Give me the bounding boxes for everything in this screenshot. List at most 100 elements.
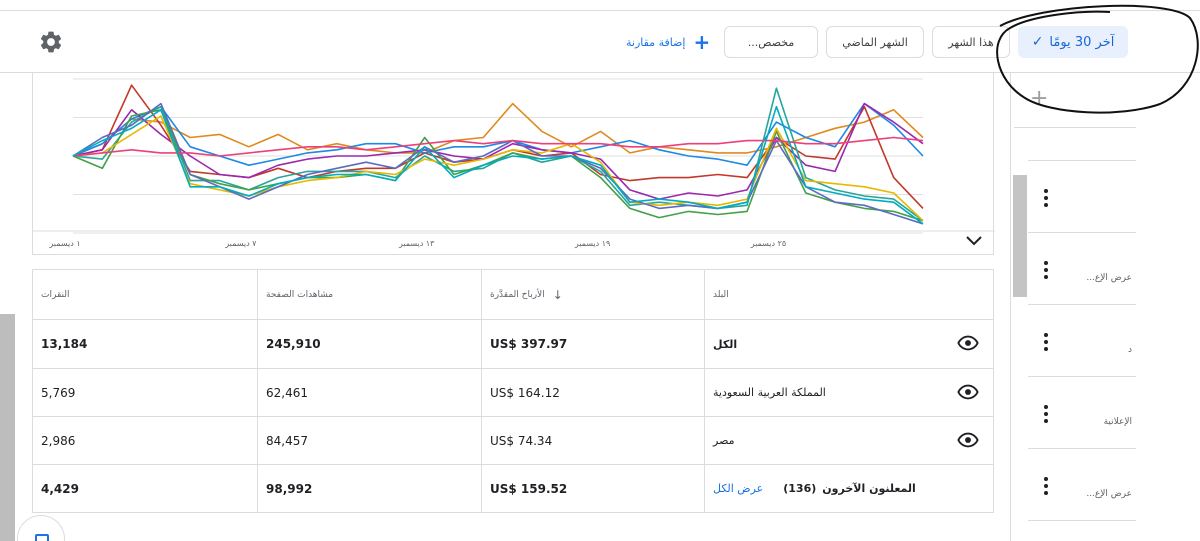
header-pageviews[interactable]: مشاهدات الصفحة	[258, 270, 482, 319]
cell-country: مصر	[705, 417, 993, 464]
clicks-value: 4,429	[41, 481, 79, 496]
last-month-label: الشهر الماضي	[842, 35, 908, 49]
view-all-link[interactable]: عرض الكل	[713, 482, 764, 495]
chart-plot-area: ١ ديسمبر ٧ ديسمبر ١٣ ديسمبر ١٩ ديسمبر ٢٥ ديس…	[33, 78, 995, 248]
series-line-5[interactable]	[72, 108, 924, 222]
clicks-value: 13,184	[41, 337, 88, 351]
eye-icon[interactable]	[957, 334, 979, 352]
side-panel-item-label: الإعلانية	[1103, 417, 1132, 427]
side-panel-separator	[1014, 127, 1136, 128]
gear-icon[interactable]	[38, 29, 64, 55]
this-month-chip[interactable]: هذا الشهر	[932, 26, 1010, 58]
header-pageviews-label: مشاهدات الصفحة	[266, 289, 334, 300]
earnings-line-chart: ١ ديسمبر ٧ ديسمبر ١٣ ديسمبر ١٩ ديسمبر ٢٥ ديس…	[32, 73, 995, 255]
sort-down-arrow-icon: ↓	[552, 287, 563, 302]
plus-icon[interactable]: +	[1030, 86, 1049, 111]
eye-icon[interactable]	[957, 383, 979, 401]
table-row[interactable]: 5,769 62,461 US$ 164.12 المملكة العربية …	[33, 368, 993, 416]
x-tick-label: ١٣ ديسمبر	[398, 239, 435, 248]
cell-earnings: US$ 74.34	[482, 417, 705, 464]
more-vert-icon[interactable]	[1043, 477, 1049, 495]
series-line-6[interactable]	[72, 115, 924, 222]
date-range-toolbar: + إضافة مقارنة مخصص... الشهر الماضي هذا …	[0, 10, 1200, 73]
side-panel-item-label: عرض الإع...	[1086, 489, 1132, 499]
country-name: مصر	[713, 434, 735, 447]
side-panel-item-label: د	[1127, 345, 1132, 355]
country-name: المملكة العربية السعودية	[713, 386, 826, 399]
country-table: النقرات مشاهدات الصفحة الأرباح المقدَّرة…	[32, 269, 994, 513]
last-month-chip[interactable]: الشهر الماضي	[826, 26, 924, 58]
clicks-value: 2,986	[41, 433, 76, 448]
side-panel-item[interactable]: عرض الإع...	[1028, 448, 1136, 520]
side-panel-separator	[1028, 520, 1136, 521]
cell-earnings: US$ 164.12	[482, 369, 705, 416]
country-name: الكل	[713, 337, 738, 351]
pageviews-value: 98,992	[266, 481, 313, 496]
header-earnings-label: الأرباح المقدَّرة	[490, 289, 545, 300]
eye-icon[interactable]	[957, 431, 979, 449]
add-comparison-label: إضافة مقارنة	[626, 35, 686, 49]
side-panel-divider	[1010, 73, 1011, 541]
side-panel-item[interactable]: عرض الإع...	[1028, 232, 1136, 304]
cell-clicks: 2,986	[33, 417, 258, 464]
this-month-label: هذا الشهر	[948, 35, 994, 49]
cell-clicks: 5,769	[33, 369, 258, 416]
more-vert-icon[interactable]	[1043, 333, 1049, 351]
side-panel-item[interactable]: الإعلانية	[1028, 376, 1136, 448]
cell-pageviews: 98,992	[258, 465, 482, 512]
more-vert-icon[interactable]	[1043, 405, 1049, 423]
more-vert-icon[interactable]	[1043, 189, 1049, 207]
series-line-0[interactable]	[72, 102, 924, 157]
floating-action-button[interactable]	[17, 515, 65, 541]
earnings-value: US$ 397.97	[490, 337, 568, 351]
header-clicks-label: النقرات	[41, 289, 70, 300]
add-comparison-button[interactable]: + إضافة مقارنة	[626, 30, 711, 54]
cell-pageviews: 84,457	[258, 417, 482, 464]
side-panel-item[interactable]: د	[1028, 304, 1136, 376]
x-tick-label: ٢٥ ديسمبر	[750, 239, 787, 248]
last-30-days-chip[interactable]: آخر 30 يومًا ✓	[1018, 26, 1128, 58]
more-vert-icon[interactable]	[1043, 261, 1049, 279]
header-country[interactable]: البلد	[705, 270, 993, 319]
table-row-others[interactable]: 4,429 98,992 US$ 159.52 المعلنون الآخرون…	[33, 464, 993, 512]
table-row[interactable]: 13,184 245,910 US$ 397.97 الكل	[33, 320, 993, 368]
cell-clicks: 4,429	[33, 465, 258, 512]
last-30-days-label: آخر 30 يومًا	[1049, 34, 1115, 50]
earnings-value: US$ 164.12	[490, 385, 560, 400]
side-panel-scrollbar[interactable]	[1013, 175, 1027, 297]
pageviews-value: 62,461	[266, 385, 308, 400]
others-count: (136)	[783, 482, 817, 495]
cell-pageviews: 245,910	[258, 320, 482, 368]
header-clicks[interactable]: النقرات	[33, 270, 258, 319]
cell-earnings: US$ 397.97	[482, 320, 705, 368]
cell-pageviews: 62,461	[258, 369, 482, 416]
x-tick-label: ٧ ديسمبر	[224, 239, 257, 248]
chevron-down-icon[interactable]	[962, 232, 986, 250]
header-country-label: البلد	[713, 289, 729, 300]
table-header-row: النقرات مشاهدات الصفحة الأرباح المقدَّرة…	[33, 270, 993, 320]
series-line-7[interactable]	[72, 102, 924, 225]
side-panel-item-label: عرض الإع...	[1086, 273, 1132, 283]
pageviews-value: 245,910	[266, 337, 321, 351]
clicks-value: 5,769	[41, 385, 76, 400]
series-line-2[interactable]	[72, 102, 924, 166]
cell-clicks: 13,184	[33, 320, 258, 368]
plus-icon: +	[693, 30, 711, 54]
cell-country: المعلنون الآخرون (136) عرض الكل	[705, 465, 993, 512]
left-scrollbar[interactable]	[0, 314, 15, 541]
fab-icon	[35, 534, 49, 541]
series-line-9[interactable]	[72, 105, 924, 225]
table-row[interactable]: 2,986 84,457 US$ 74.34 مصر	[33, 416, 993, 464]
cell-earnings: US$ 159.52	[482, 465, 705, 512]
earnings-value: US$ 159.52	[490, 481, 568, 496]
side-panel-item[interactable]	[1028, 160, 1136, 232]
pageviews-value: 84,457	[266, 433, 308, 448]
series-line-8[interactable]	[72, 136, 924, 157]
header-earnings[interactable]: الأرباح المقدَّرة ↓	[482, 270, 705, 319]
cell-country: الكل	[705, 320, 993, 368]
others-label: المعلنون الآخرون	[822, 482, 916, 495]
custom-range-chip[interactable]: مخصص...	[724, 26, 818, 58]
check-icon: ✓	[1031, 34, 1044, 50]
cell-country: المملكة العربية السعودية	[705, 369, 993, 416]
